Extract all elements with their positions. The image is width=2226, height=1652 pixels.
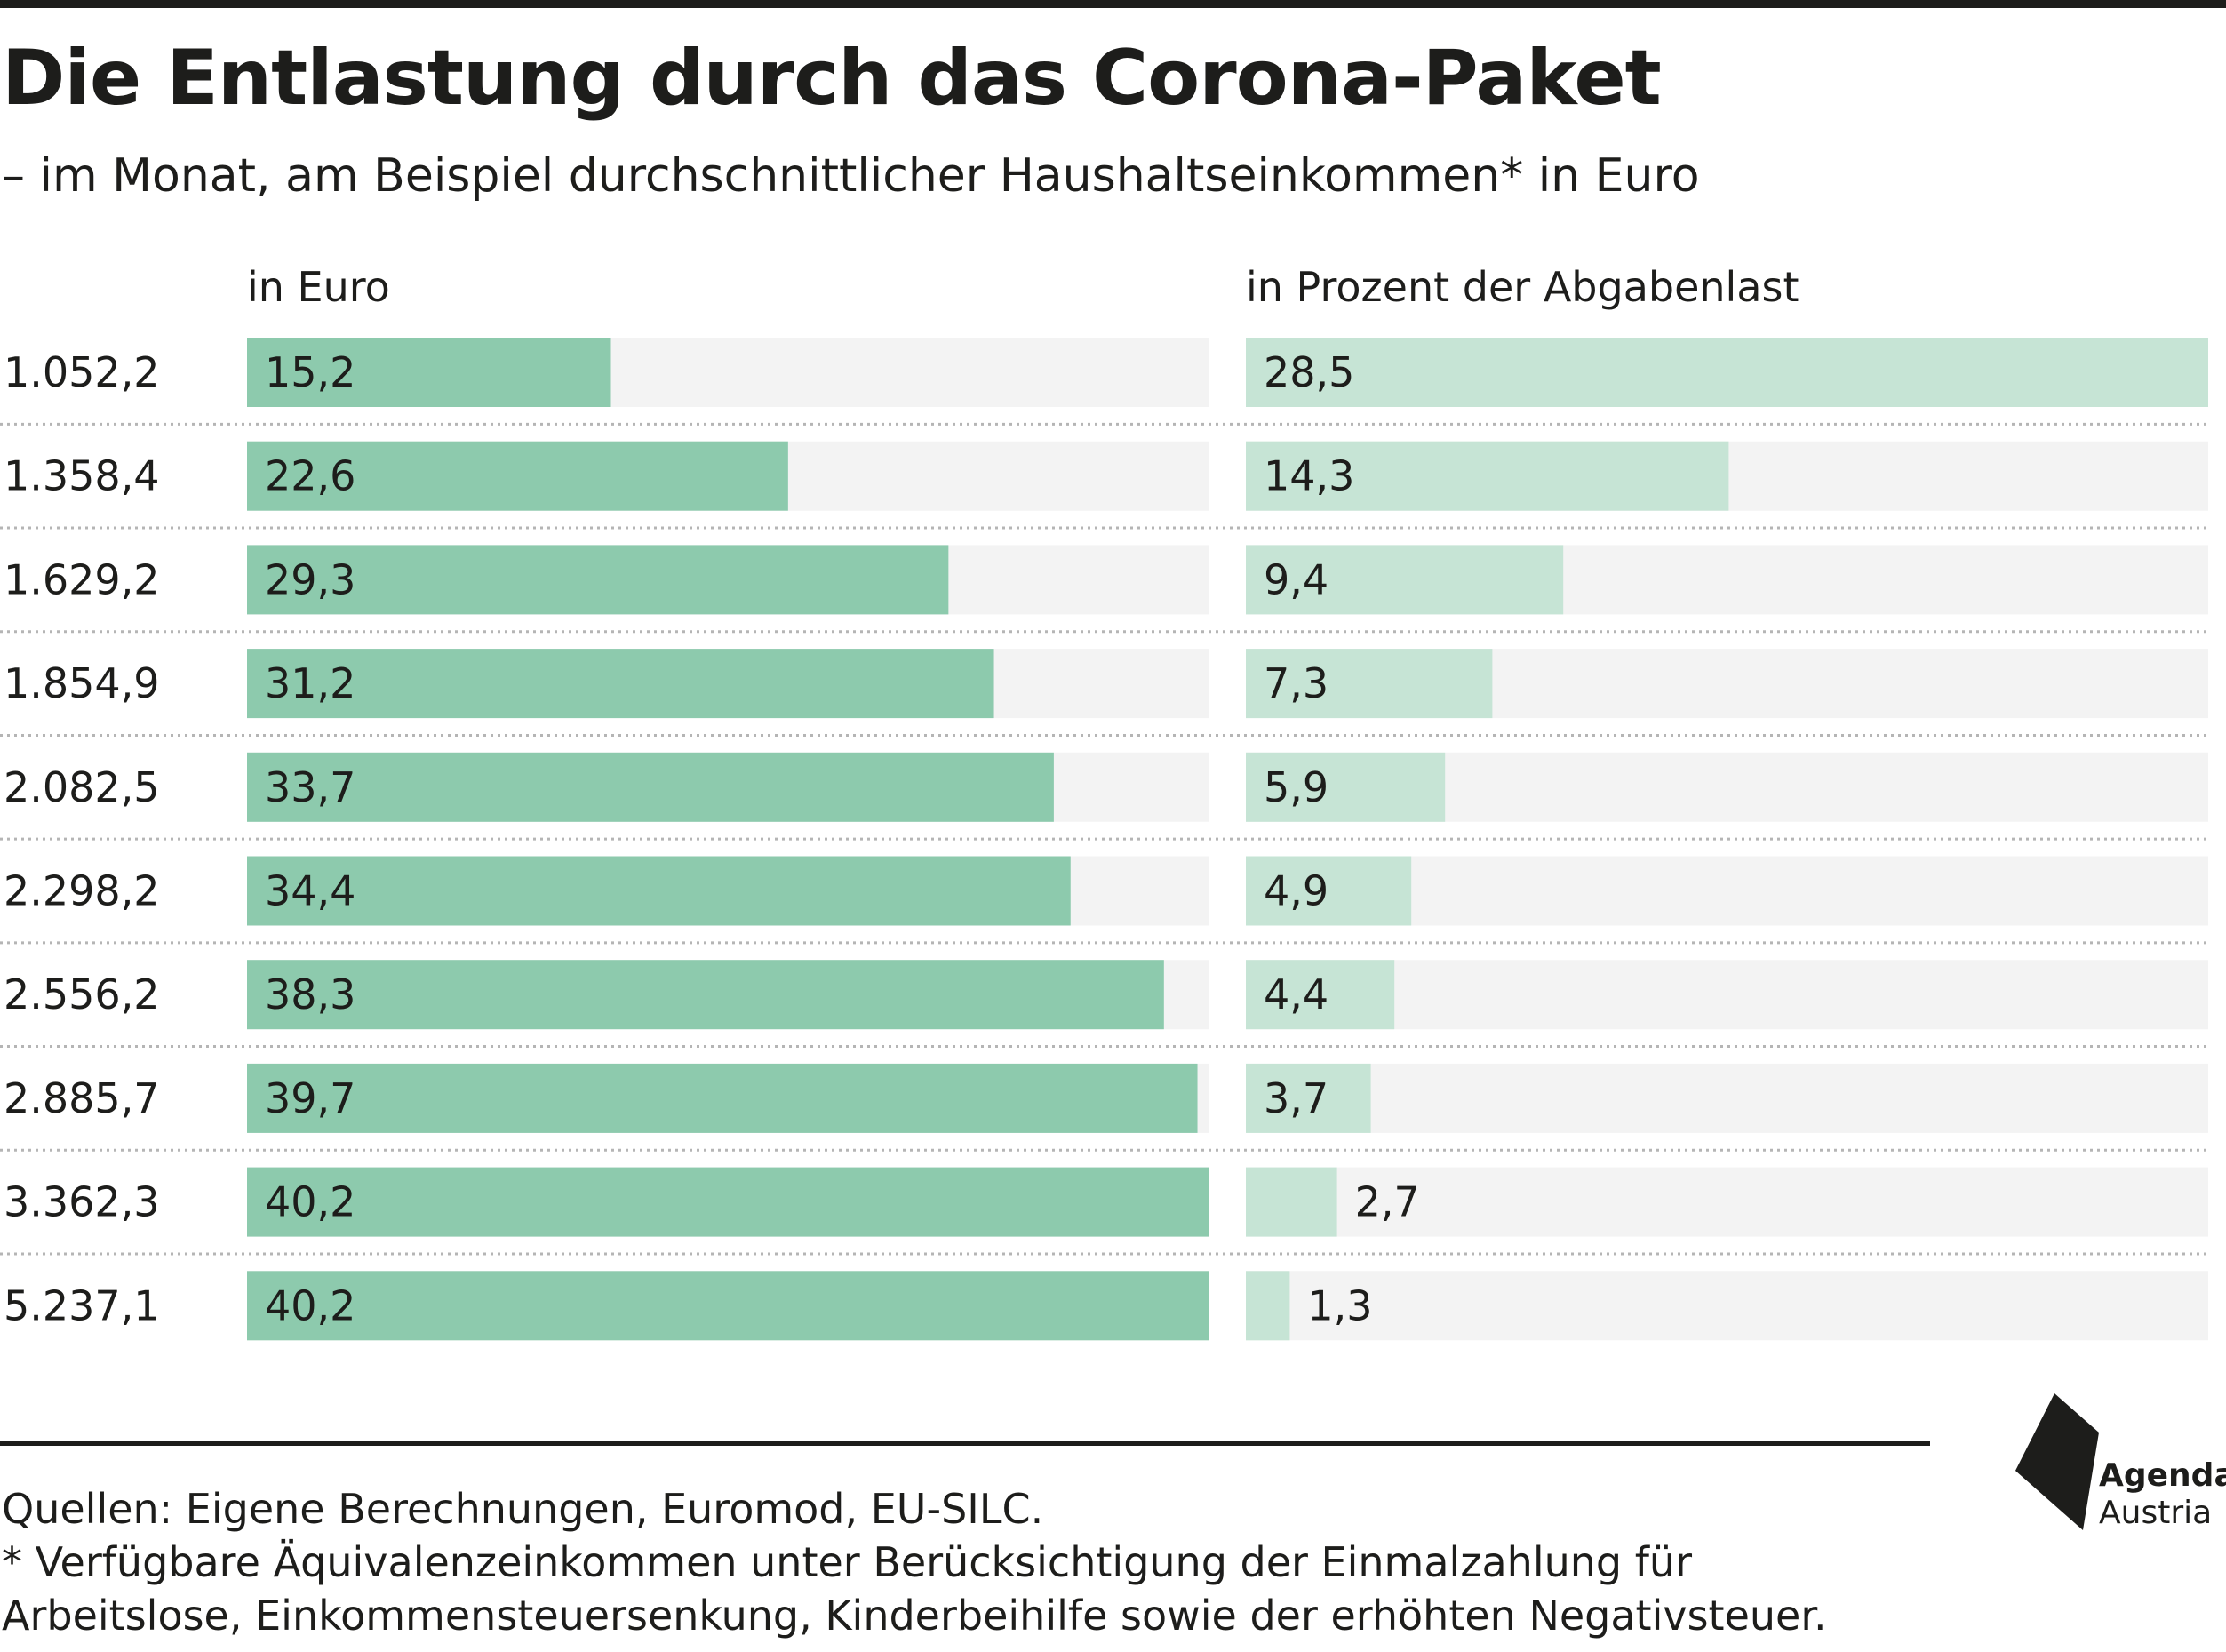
bar [1246, 960, 1395, 1030]
data-label: 5,9 [1264, 763, 1328, 811]
category-label: 2.298,2 [4, 867, 160, 915]
data-label: 39,7 [265, 1074, 355, 1122]
data-label: 9,4 [1264, 555, 1328, 603]
footnote-line-1: * Verfügbare Äquivalenzeinkommen unter B… [2, 1538, 1692, 1586]
bar [247, 1167, 1209, 1237]
data-label: 34,4 [265, 867, 355, 915]
bar [1246, 441, 1729, 511]
bar [247, 649, 994, 719]
category-label: 2.556,2 [4, 970, 160, 1018]
data-label: 31,2 [265, 659, 355, 707]
data-label: 15,2 [265, 348, 355, 396]
bar [247, 1063, 1198, 1133]
bar [1246, 1167, 1337, 1237]
category-label: 5.237,1 [4, 1281, 160, 1329]
bar [1246, 856, 1412, 926]
bar [247, 441, 788, 511]
category-label: 2.082,5 [4, 763, 160, 811]
source-notes: Quellen: Eigene Berechnungen, Euromod, E… [2, 1482, 1827, 1642]
category-label: 3.362,3 [4, 1178, 160, 1226]
bar [1246, 649, 1493, 719]
bar-track [1246, 960, 2208, 1030]
logo-wordmark: Agenda Austria [2099, 1457, 2226, 1532]
bar [1246, 1063, 1371, 1133]
bottom-rule [0, 1441, 1930, 1446]
bar-chart: 1.052,2 1.358,4 1.629,2 1.854,9 2.082,5 2.298… [0, 338, 2208, 1341]
category-label: 1.358,4 [4, 452, 160, 500]
logo-line-1: Agenda [2099, 1457, 2226, 1494]
left-column-heading: in Euro [247, 263, 390, 311]
bar [247, 752, 1054, 822]
category-label: 2.885,7 [4, 1074, 160, 1122]
source-line: Quellen: Eigene Berechnungen, Euromod, E… [2, 1485, 1044, 1533]
bar [1246, 752, 1446, 822]
right-column-heading: in Prozent der Abgabenlast [1246, 263, 1799, 311]
data-label: 33,7 [265, 763, 355, 811]
chart-subtitle: – im Monat, am Beispiel durchschnittlich… [2, 149, 1700, 203]
data-label: 4,9 [1264, 867, 1328, 915]
bar [247, 338, 611, 407]
bar [247, 960, 1164, 1030]
data-label: 22,6 [265, 452, 355, 500]
bar [247, 545, 949, 615]
data-label: 3,7 [1264, 1074, 1328, 1122]
footnote-line-2: Arbeitslose, Einkommensteuersenkung, Kin… [2, 1592, 1827, 1640]
bar [1246, 545, 1564, 615]
data-label: 7,3 [1264, 659, 1328, 707]
data-label: 38,3 [265, 970, 355, 1018]
logo-line-2: Austria [2099, 1495, 2213, 1531]
bar [247, 1271, 1209, 1341]
bar [1246, 338, 2208, 407]
data-label: 14,3 [1264, 452, 1354, 500]
category-label: 1.629,2 [4, 555, 160, 603]
data-label: 2,7 [1355, 1178, 1420, 1226]
data-label: 29,3 [265, 555, 355, 603]
category-label: 1.052,2 [4, 348, 160, 396]
data-label: 4,4 [1264, 970, 1328, 1018]
data-label: 1,3 [1307, 1281, 1372, 1329]
bar [1246, 1271, 1290, 1341]
category-label: 1.854,9 [4, 659, 160, 707]
data-label: 40,2 [265, 1281, 355, 1329]
data-label: 28,5 [1264, 348, 1354, 396]
bar-track [1246, 1063, 2208, 1133]
bar-track [1246, 1167, 2208, 1237]
top-rule [0, 0, 2226, 8]
bar-track [1246, 1271, 2208, 1341]
data-label: 40,2 [265, 1178, 355, 1226]
chart-title: Die Entlastung durch das Corona-Paket [2, 34, 1662, 123]
bar [247, 856, 1071, 926]
agenda-austria-logo-icon [2015, 1393, 2099, 1530]
